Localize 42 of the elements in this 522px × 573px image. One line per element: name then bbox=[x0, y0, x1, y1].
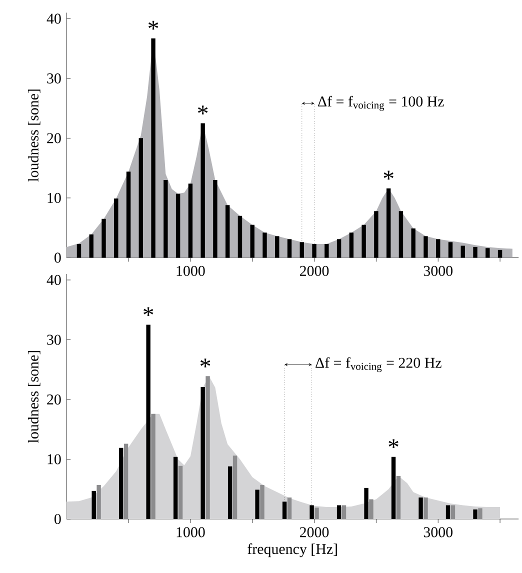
y-axis-title: loudness [sone] bbox=[28, 90, 40, 182]
bar bbox=[260, 484, 264, 519]
bar bbox=[342, 505, 346, 519]
y-tick-label: 20 bbox=[47, 133, 61, 144]
annotation: * bbox=[388, 439, 398, 448]
y-tick-label: 0 bbox=[54, 252, 61, 263]
annotation: * bbox=[384, 170, 394, 180]
y-tick-label: 10 bbox=[48, 454, 61, 464]
bar bbox=[232, 456, 238, 519]
x-tick-label: 3000 bbox=[424, 266, 452, 276]
bar bbox=[124, 444, 128, 519]
bar bbox=[424, 497, 428, 519]
annotation: * bbox=[200, 358, 210, 368]
annotation: * bbox=[148, 20, 158, 30]
x-tick-label: 2000 bbox=[300, 527, 329, 538]
y-tick-label: 30 bbox=[47, 73, 61, 84]
x-tick-label: 3000 bbox=[424, 527, 452, 538]
y-tick-label: 10 bbox=[48, 192, 61, 203]
y-tick-label: 40 bbox=[46, 274, 61, 286]
annotation: Δf = f$_{voicing}$ = 220 Hz bbox=[316, 357, 442, 372]
x-tick-label: 1000 bbox=[176, 266, 205, 276]
y-tick-label: 0 bbox=[54, 514, 61, 524]
y-tick-label: 40 bbox=[46, 14, 61, 24]
bar bbox=[287, 497, 292, 519]
x-tick-label: 1000 bbox=[176, 527, 205, 538]
annotation: * bbox=[198, 106, 208, 114]
annotation: Δf = f$_{voicing}$ = 100 Hz bbox=[318, 96, 444, 111]
annotation: * bbox=[144, 307, 154, 316]
bar bbox=[96, 484, 101, 519]
bar bbox=[369, 499, 374, 519]
bar bbox=[314, 508, 319, 519]
bar bbox=[206, 376, 210, 519]
bar bbox=[396, 476, 401, 519]
y-tick-label: 30 bbox=[47, 334, 61, 345]
y-tick-label: 20 bbox=[47, 394, 61, 405]
y-axis-title: loudness [sone] bbox=[28, 350, 40, 443]
x-axis-title: frequency [Hz] bbox=[248, 543, 337, 558]
bar bbox=[178, 466, 183, 519]
bar bbox=[478, 508, 482, 519]
x-tick-label: 2000 bbox=[300, 266, 329, 276]
bar bbox=[151, 414, 156, 519]
bar bbox=[450, 505, 456, 519]
